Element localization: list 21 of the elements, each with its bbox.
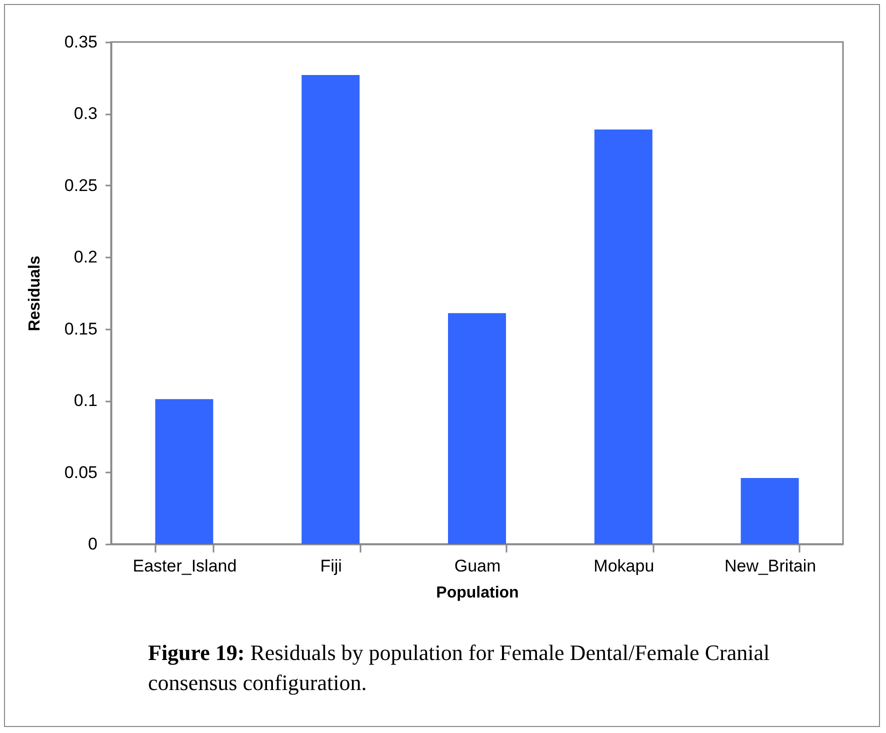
x-tick-label: Easter_Island (132, 556, 237, 576)
y-tick-label: 0.25 (64, 176, 98, 195)
y-tick-label: 0 (88, 534, 98, 554)
bar (594, 129, 652, 544)
x-tick-label: Fiji (320, 556, 342, 576)
bar (302, 74, 360, 544)
y-tick-label: 0.05 (64, 462, 98, 482)
bar (155, 399, 214, 544)
y-tick-label: 0.35 (64, 32, 98, 52)
x-axis-title: Population (436, 584, 519, 602)
bar (740, 478, 799, 544)
x-tick-label: Mokapu (594, 556, 654, 576)
caption: Figure 19: Residuals by population for Female Dental/Female Cranial consensus configuration. (148, 639, 771, 697)
y-tick-label: 0.1 (74, 391, 98, 410)
y-tick-label: 0.2 (74, 248, 98, 267)
y-tick-label: 0.15 (64, 319, 98, 338)
x-tick-label: Guam (454, 556, 501, 576)
x-tick-label: New_Britain (724, 556, 816, 576)
bar (448, 313, 506, 544)
y-tick-label: 0.3 (74, 104, 98, 124)
y-axis-title: Residuals (26, 256, 44, 332)
